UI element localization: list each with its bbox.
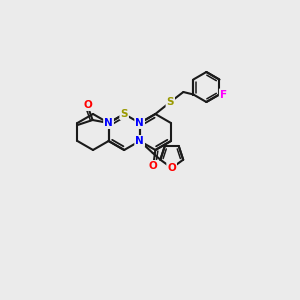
Text: O: O	[83, 100, 92, 110]
Text: O: O	[167, 163, 176, 173]
Text: S: S	[120, 109, 128, 119]
Text: N: N	[104, 118, 113, 128]
Text: O: O	[149, 161, 158, 171]
Text: F: F	[220, 89, 227, 100]
Text: O: O	[167, 163, 176, 173]
Text: N: N	[135, 118, 144, 128]
Text: O: O	[149, 161, 158, 171]
Text: S: S	[167, 97, 174, 107]
Text: S: S	[167, 97, 174, 107]
Text: N: N	[135, 118, 144, 128]
Text: S: S	[120, 109, 128, 119]
Text: N: N	[104, 118, 113, 128]
Text: O: O	[83, 100, 92, 110]
Text: N: N	[135, 136, 144, 146]
Text: N: N	[135, 136, 144, 146]
Text: F: F	[220, 89, 227, 100]
